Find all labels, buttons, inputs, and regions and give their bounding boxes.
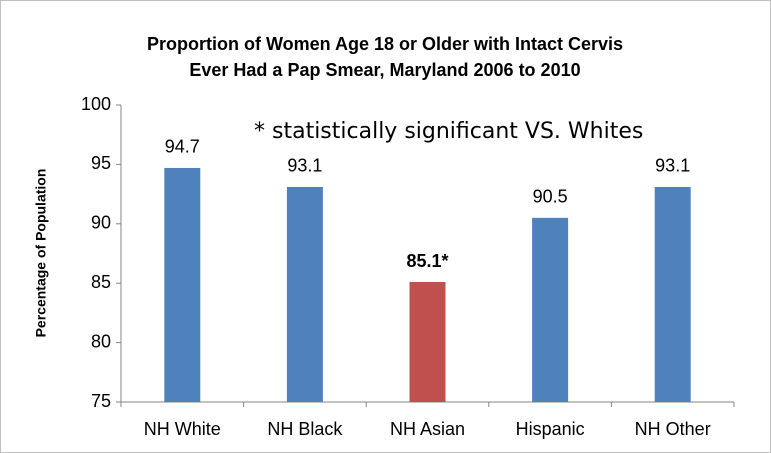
x-tick-label: NH Asian — [390, 419, 465, 439]
bar — [164, 167, 201, 402]
x-tick-label: Hispanic — [516, 419, 585, 439]
bar — [409, 282, 446, 402]
value-label: 90.5 — [533, 187, 568, 207]
value-label: 94.7 — [165, 137, 200, 157]
value-label: 93.1 — [655, 156, 690, 176]
x-tick-label: NH White — [144, 419, 221, 439]
y-tick-label: 95 — [91, 153, 111, 173]
y-tick-label: 90 — [91, 213, 111, 233]
y-tick-label: 100 — [81, 94, 111, 114]
value-label: 85.1* — [406, 251, 448, 271]
y-tick-label: 75 — [91, 391, 111, 411]
bar — [286, 186, 323, 402]
chart-title: Proportion of Women Age 18 or Older with… — [147, 34, 623, 54]
y-axis-label: Percentage of Population — [33, 169, 49, 338]
y-tick-label: 80 — [91, 331, 111, 351]
x-tick-label: NH Other — [635, 419, 711, 439]
value-label: 93.1 — [287, 156, 322, 176]
x-tick-label: NH Black — [267, 419, 343, 439]
chart-title: Ever Had a Pap Smear, Maryland 2006 to 2… — [189, 60, 580, 80]
bar — [654, 186, 691, 402]
y-tick-label: 85 — [91, 272, 111, 292]
bar — [532, 217, 569, 402]
annotation: * statistically significant VS. Whites — [254, 119, 643, 144]
